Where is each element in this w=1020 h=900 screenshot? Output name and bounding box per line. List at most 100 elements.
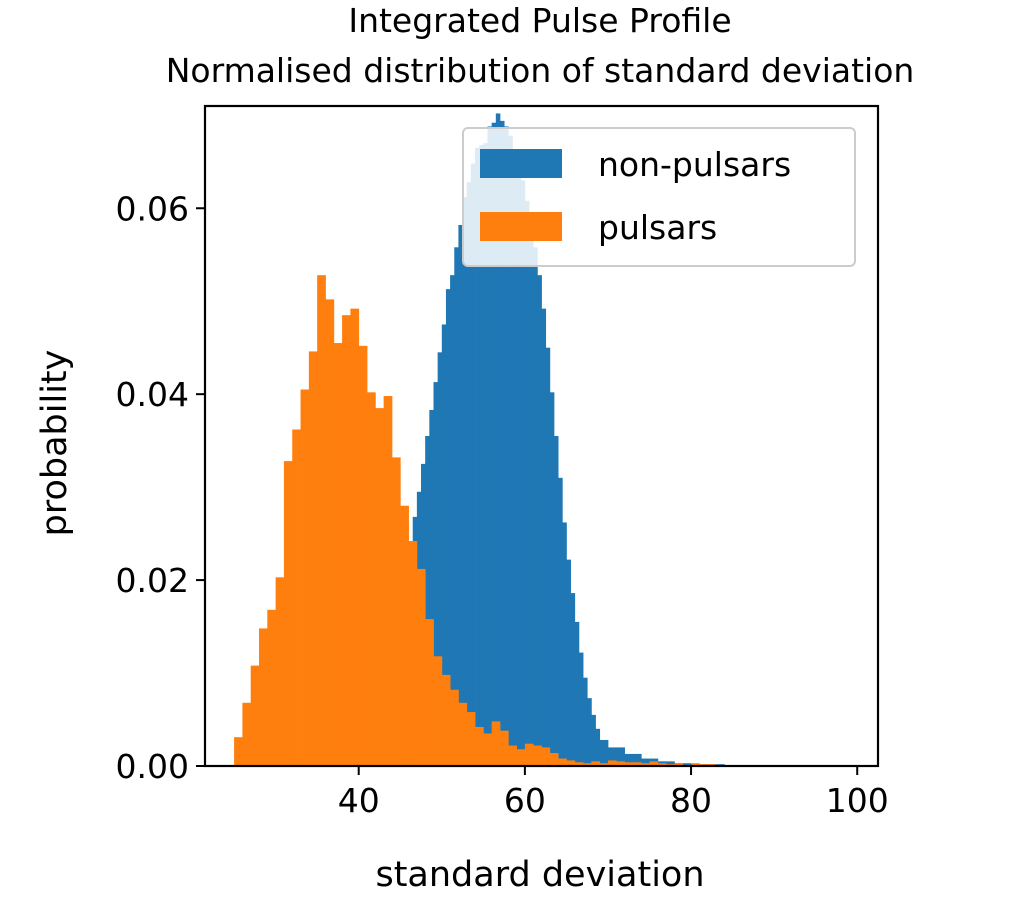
histogram-bar <box>641 763 650 766</box>
histogram-bar <box>383 396 393 766</box>
histogram-bar <box>475 147 480 766</box>
histogram-bar <box>562 522 567 766</box>
chart-title: Integrated Pulse Profile <box>348 1 731 40</box>
histogram-bar <box>520 180 526 766</box>
histogram-bar <box>308 351 318 766</box>
legend-swatch <box>480 212 562 241</box>
histogram-bar <box>508 135 513 766</box>
histogram-bar <box>234 737 243 766</box>
histogram-bar <box>450 275 455 766</box>
histogram-bar <box>470 163 476 766</box>
histogram-bar <box>483 733 493 766</box>
histogram-bar <box>491 721 501 766</box>
bars-group <box>234 113 850 767</box>
histogram-bar <box>325 299 335 766</box>
histogram-bar <box>516 166 522 767</box>
histogram-bar <box>574 621 580 766</box>
histogram-bar <box>504 126 509 766</box>
histogram-bar <box>649 761 659 766</box>
histogram-bar <box>583 677 588 766</box>
histogram-bar <box>558 758 567 766</box>
histogram-bar <box>433 656 443 766</box>
x-tick-label: 40 <box>338 781 380 820</box>
histogram-bar <box>491 122 497 767</box>
legend-label: pulsars <box>598 208 717 247</box>
histogram-bar <box>437 352 443 766</box>
histogram-bar <box>595 728 601 766</box>
series-pulsars <box>234 275 742 766</box>
histogram-bar <box>616 761 625 766</box>
histogram-bar <box>466 182 472 767</box>
histogram-bar <box>499 120 505 767</box>
histogram-bar <box>333 343 343 766</box>
histogram-bar <box>632 762 642 766</box>
y-tick-label: 0.04 <box>116 375 189 414</box>
histogram-bar <box>524 200 530 766</box>
histogram-bar <box>416 568 426 766</box>
histogram-bar <box>466 712 476 766</box>
histogram-bar <box>533 745 542 766</box>
histogram-bar <box>516 749 526 766</box>
histogram-bar <box>558 477 563 766</box>
histogram-bar <box>545 347 551 766</box>
chart-subtitle: Normalised distribution of standard devi… <box>166 51 915 90</box>
histogram-bar <box>583 763 592 766</box>
histogram-bar <box>578 652 584 766</box>
histogram-bar <box>433 382 439 766</box>
y-tick-label: 0.00 <box>116 747 189 786</box>
histogram-bar <box>691 763 700 766</box>
histogram-bar <box>587 698 592 766</box>
histogram-bar <box>408 541 418 766</box>
histogram-bar <box>400 505 409 766</box>
histogram-bar <box>499 730 509 766</box>
histogram-bar <box>283 461 293 766</box>
histogram-bar <box>524 743 534 766</box>
histogram-bar <box>591 761 601 766</box>
histogram-bar <box>624 762 634 766</box>
histogram-bar <box>441 324 447 766</box>
y-axis-label: probability <box>35 350 75 537</box>
histogram-bar <box>674 763 684 766</box>
y-tick-label: 0.02 <box>116 561 189 600</box>
histogram-bar <box>483 143 488 766</box>
histogram-bar <box>250 665 260 766</box>
histogram-bar <box>454 247 459 767</box>
y-tick-label: 0.06 <box>116 189 189 228</box>
histogram-bar <box>425 436 430 766</box>
histogram-bar <box>529 221 534 766</box>
histogram-bar <box>242 702 252 766</box>
histogram-bar <box>317 275 326 766</box>
histogram-bar <box>367 392 376 766</box>
x-axis-label: standard deviation <box>375 855 704 895</box>
histogram-bar <box>574 762 584 766</box>
histogram-bar <box>512 152 517 767</box>
histogram-bar <box>495 113 501 766</box>
axes-group: 40 60 80 100 0.00 0.02 0.04 0.06 <box>116 104 889 820</box>
histogram-bar <box>533 247 538 767</box>
histogram-bar <box>607 760 617 766</box>
histogram-bar <box>450 689 459 766</box>
histogram-bar <box>591 714 596 766</box>
plot-frame <box>203 104 880 768</box>
histogram-bar <box>441 674 451 766</box>
histogram-bar <box>458 224 463 767</box>
histogram-bar <box>549 752 559 766</box>
histogram-bar <box>541 747 551 766</box>
histogram-bar <box>425 619 434 766</box>
x-tick-label: 60 <box>504 781 546 820</box>
histogram-bar <box>375 408 385 766</box>
histogram-bar <box>508 745 517 766</box>
histogram-bar <box>458 702 468 766</box>
histogram-bar <box>487 126 493 766</box>
histogram-bar <box>350 308 360 766</box>
legend-label: non-pulsars <box>598 145 791 184</box>
histogram-bar <box>445 289 451 766</box>
histogram-bar <box>267 609 277 766</box>
histogram-bar <box>391 457 401 766</box>
histogram-bar <box>541 308 547 766</box>
histogram-bar <box>570 593 576 766</box>
histogram-bar <box>553 436 559 766</box>
histogram-bar <box>259 628 268 766</box>
histogram-bar <box>429 409 434 766</box>
